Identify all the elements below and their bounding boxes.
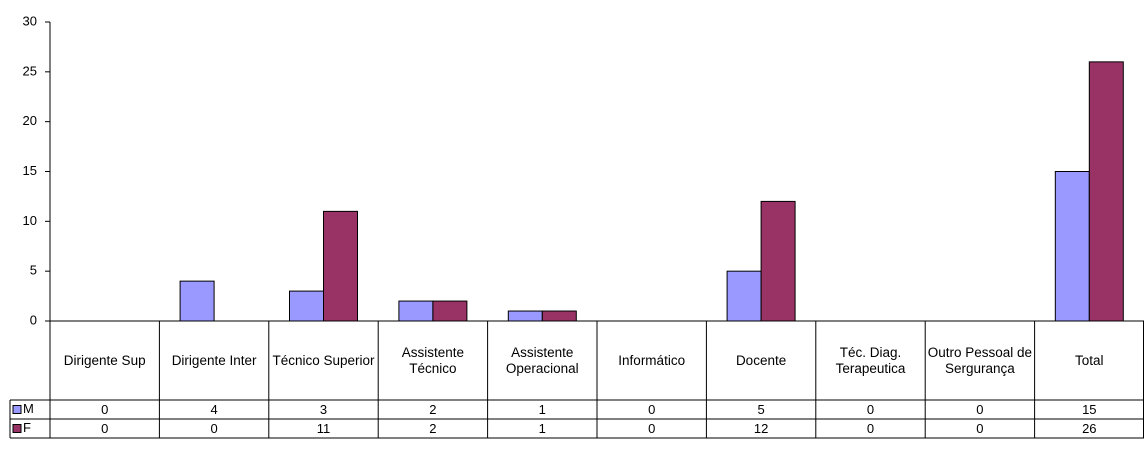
table-value: 0: [101, 421, 108, 436]
bar: [179, 280, 215, 322]
table-value: 2: [429, 421, 436, 436]
y-tick-label: 25: [23, 63, 37, 78]
legend-key: [12, 424, 22, 433]
y-tick-label: 0: [30, 312, 37, 327]
y-tick-label: 30: [23, 13, 37, 28]
legend-label: F: [23, 420, 31, 435]
bar: [398, 300, 434, 322]
x-tick-label: Assistente Operacional: [505, 344, 579, 376]
table-value: 26: [1082, 421, 1096, 436]
table-value: 2: [429, 402, 436, 417]
table-value: 0: [648, 421, 655, 436]
table-value: 3: [320, 402, 327, 417]
bar: [507, 310, 543, 322]
bar: [726, 270, 762, 322]
table-value: 11: [317, 421, 331, 436]
y-tick-label: 10: [23, 213, 37, 228]
table-value: 1: [539, 421, 546, 436]
bar: [760, 200, 796, 322]
table-value: 0: [867, 421, 874, 436]
x-tick-label: Docente: [735, 352, 787, 368]
bar: [323, 210, 358, 322]
table-value: 0: [101, 402, 108, 417]
table-value: 15: [1082, 402, 1096, 417]
y-tick-label: 15: [23, 163, 37, 178]
x-tick-label: Outro Pessoal de Sergurança: [927, 344, 1033, 376]
table-value: 0: [648, 402, 655, 417]
table-value: 0: [976, 402, 983, 417]
bar: [1054, 171, 1090, 322]
table-value: 0: [867, 402, 874, 417]
x-tick-label: Informático: [618, 352, 686, 368]
table-value: 0: [976, 421, 983, 436]
table-value: 12: [754, 421, 768, 436]
x-tick-label: Total: [1075, 352, 1104, 368]
y-tick-label: 5: [30, 263, 37, 278]
x-tick-label: Téc. Diag. Terapeutica: [835, 344, 906, 376]
bar: [432, 300, 468, 322]
table-value: 0: [210, 421, 217, 436]
bar: [541, 310, 577, 322]
x-tick-label: Assistente Técnico: [401, 344, 465, 376]
bar: [289, 290, 324, 322]
x-tick-label: Técnico Superior: [272, 352, 375, 368]
table-value: 1: [539, 402, 546, 417]
x-tick-label: Dirigente Sup: [63, 352, 146, 368]
legend-label: M: [23, 401, 34, 416]
bar: [1088, 61, 1124, 322]
x-tick-label: Dirigente Inter: [171, 352, 257, 368]
y-tick-label: 20: [23, 113, 37, 128]
legend-key: [12, 405, 22, 414]
table-value: 5: [757, 402, 764, 417]
table-value: 4: [210, 402, 217, 417]
